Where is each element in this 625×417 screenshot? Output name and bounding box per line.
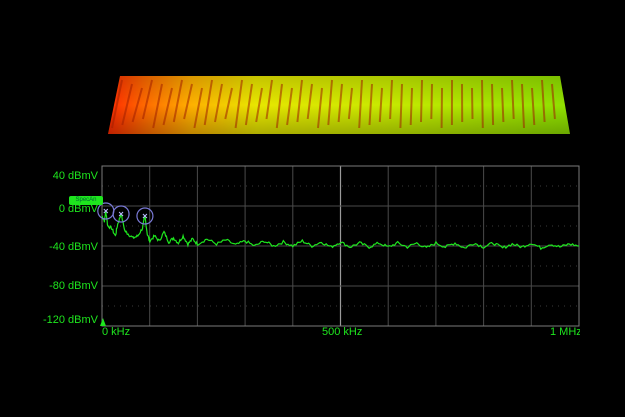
x-tick-label-0: 0 kHz [102, 326, 131, 338]
waterfall-ridge [317, 87, 323, 129]
waterfall-ridge [521, 83, 525, 129]
waterfall-ridge [111, 79, 123, 129]
waterfall-ridge [183, 83, 193, 120]
x-tick-label-1000: 1 MHz [550, 326, 580, 338]
peak-marker-cross-icon [142, 213, 148, 219]
waterfall-ridge [358, 79, 363, 129]
waterfall-ridge [255, 87, 263, 123]
waterfall-ridge [337, 83, 343, 123]
spectrum-trace [101, 210, 580, 251]
y-tick-label-0: 0 dBmV [58, 203, 98, 215]
waterfall-ridge [214, 83, 223, 123]
waterfall-ridge [193, 87, 203, 129]
waterfall-ridge [551, 83, 556, 120]
peak-marker-3[interactable] [136, 207, 154, 225]
y-tick-label-minus-80: -80 dBmV [49, 280, 98, 292]
waterfall-ridge [121, 83, 133, 126]
waterfall-ridge [327, 79, 333, 126]
waterfall-ridge [306, 83, 313, 120]
waterfall-ridge [296, 79, 303, 123]
peak-marker-cross-icon [118, 211, 124, 217]
peak-marker-cross-icon [103, 208, 109, 214]
waterfall-ridge [378, 87, 383, 123]
waterfall-ridge [224, 87, 233, 120]
waterfall-ridge [347, 87, 353, 120]
waterfall-ridge [491, 83, 495, 126]
waterfall-ridge [172, 79, 183, 123]
waterfall-ridge [501, 87, 505, 123]
waterfall-ridge [531, 87, 536, 126]
marker-badge[interactable]: SpecAn [69, 196, 103, 205]
waterfall-ridge [389, 79, 393, 120]
waterfall-ridge [152, 83, 163, 129]
y-tick-label-40: 40 dBmV [52, 170, 98, 182]
x-tick-label-500: 500 kHz [322, 326, 363, 338]
waterfall-ridge [430, 83, 433, 120]
waterfall-ridge [275, 83, 283, 129]
peak-marker-2[interactable] [112, 205, 130, 223]
waterfall-ridge [234, 79, 243, 129]
waterfall-ridge [409, 87, 413, 126]
waterfall-ridge [481, 79, 484, 129]
waterfall-ridge [511, 79, 515, 120]
y-tick-label-minus-40: -40 dBmV [49, 241, 98, 253]
waterfall-ridge [244, 83, 253, 126]
waterfall-ridge [162, 87, 173, 126]
waterfall-ridge [420, 79, 423, 123]
y-tick-label-minus-120: -120 dBmV [42, 314, 98, 326]
waterfall-ridge [141, 79, 153, 120]
waterfall-ridge [203, 79, 213, 126]
waterfall-ridge [286, 87, 293, 126]
waterfall-ridge [471, 87, 474, 120]
waterfall-ridge [131, 87, 143, 123]
waterfall-ridge [368, 83, 373, 126]
origin-arrow-icon[interactable] [100, 318, 106, 326]
waterfall-ridge [541, 79, 546, 123]
waterfall-ridge [265, 79, 273, 120]
waterfall-ridge [399, 83, 403, 129]
